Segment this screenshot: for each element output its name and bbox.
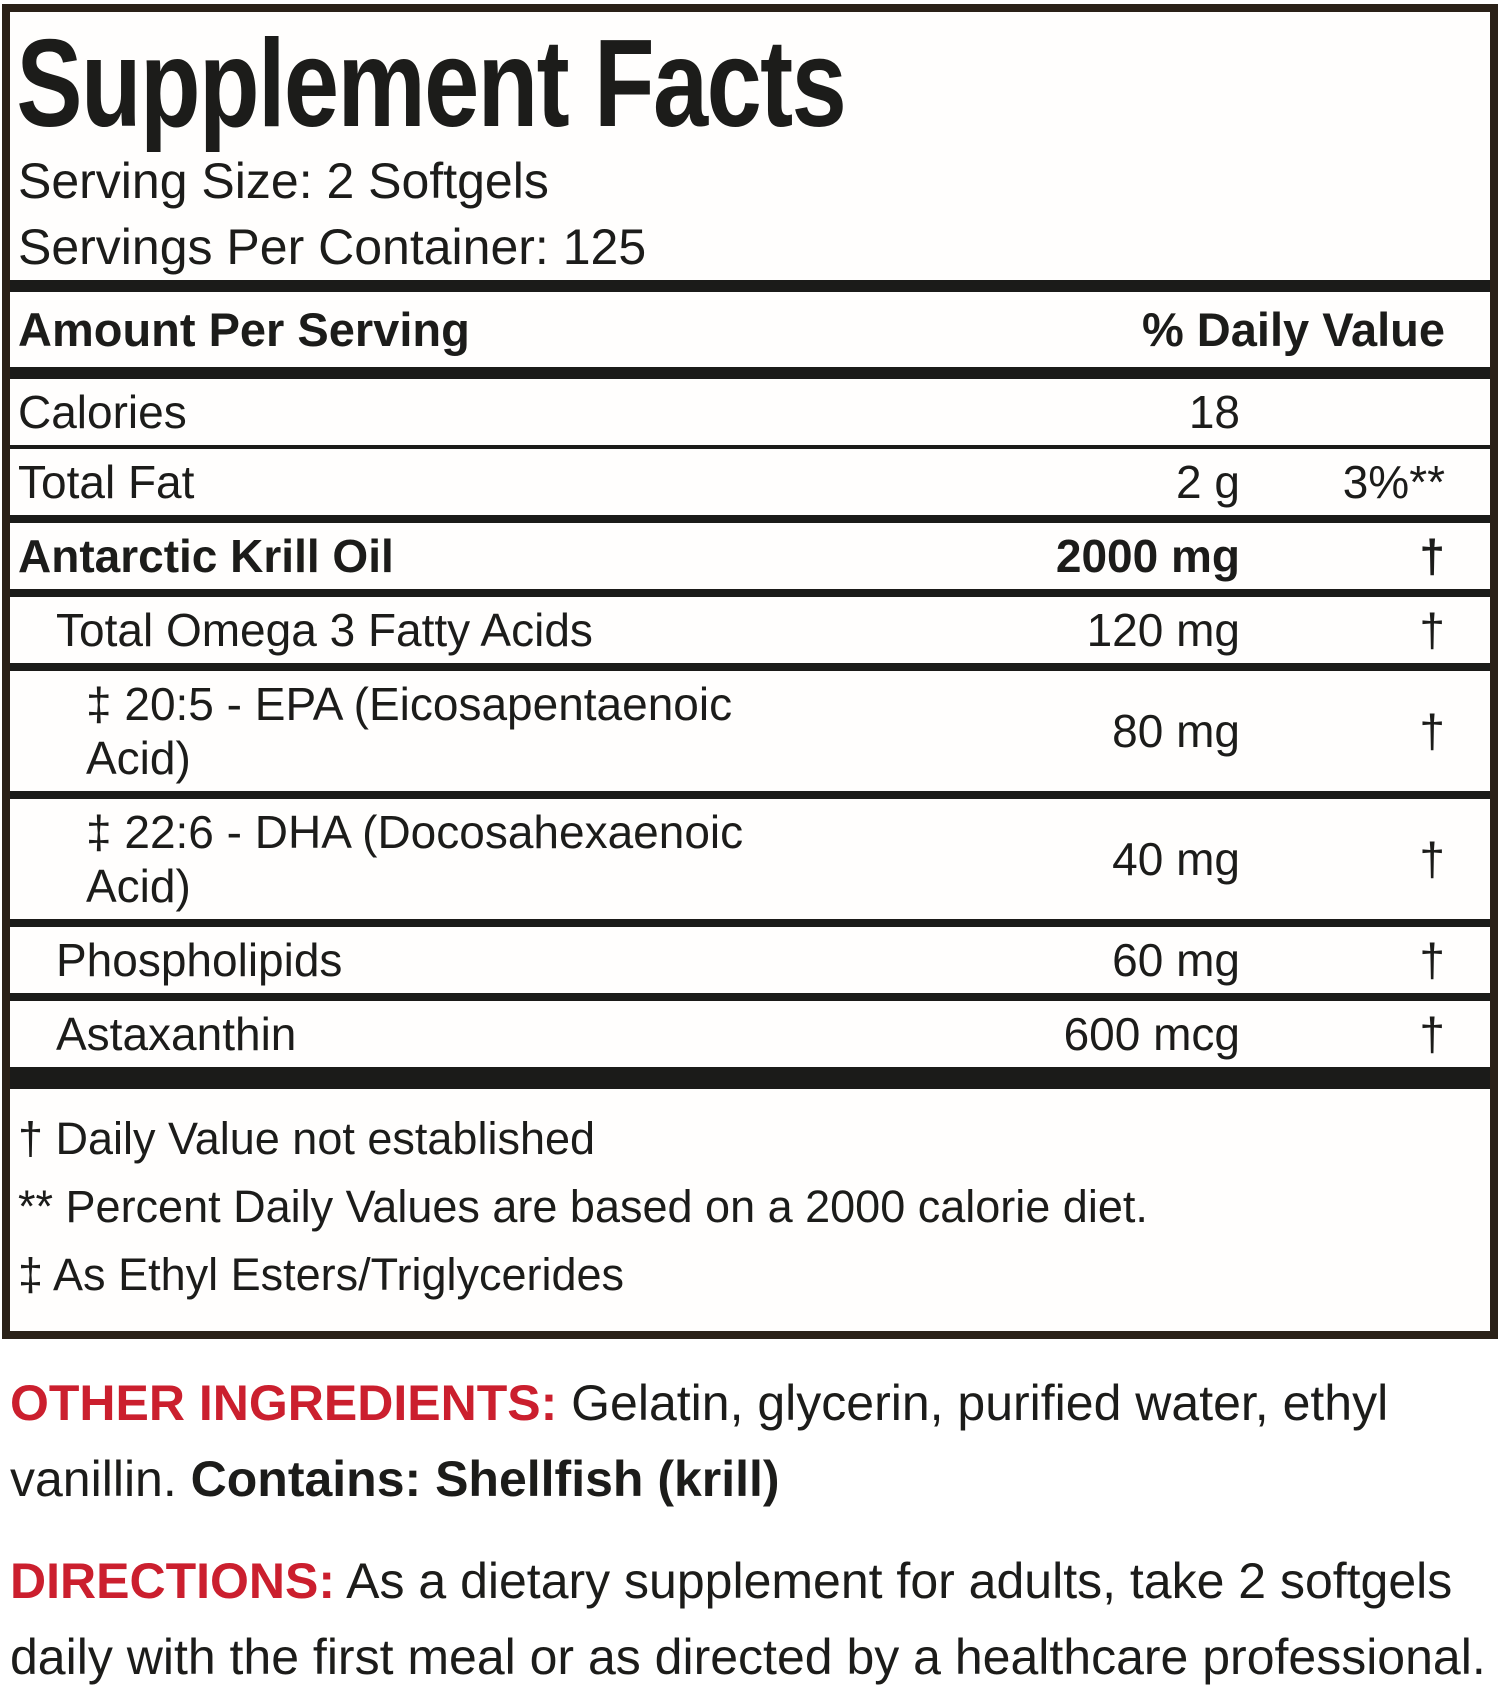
nutrient-daily-value: † <box>1419 833 1445 885</box>
nutrient-daily-value: † <box>1419 705 1445 757</box>
divider-bar-thick <box>10 1067 1490 1089</box>
table-row: Antarctic Krill Oil 2000 mg † <box>10 515 1490 589</box>
other-ingredients-section: OTHER INGREDIENTS: Gelatin, glycerin, pu… <box>10 1365 1486 1517</box>
nutrient-amount: 18 <box>1188 386 1240 438</box>
serving-size: Serving Size: 2 Softgels <box>18 153 549 209</box>
nutrient-name: Total Omega 3 Fatty Acids <box>56 604 593 656</box>
nutrient-name: Astaxanthin <box>56 1008 297 1060</box>
nutrient-name: Total Fat <box>18 456 195 508</box>
directions-label: DIRECTIONS: <box>10 1553 335 1609</box>
table-row: ‡ 20:5 - EPA (Eicosapentaenoic Acid) 80 m… <box>10 663 1490 791</box>
other-ingredients-label: OTHER INGREDIENTS: <box>10 1375 558 1431</box>
nutrient-daily-value: † <box>1419 1008 1445 1060</box>
supplement-facts-panel: Supplement Facts Serving Size: 2 Softgel… <box>2 4 1498 1339</box>
column-header-row: Amount Per Serving % Daily Value <box>10 292 1490 367</box>
footnotes: † Daily Value not established ** Percent … <box>10 1089 1490 1331</box>
contains-statement: Contains: Shellfish (krill) <box>190 1451 780 1507</box>
nutrient-name: Antarctic Krill Oil <box>18 530 394 582</box>
servings-per-container: Servings Per Container: 125 <box>18 219 647 275</box>
nutrient-amount: 40 mg <box>1112 833 1240 885</box>
footnote: † Daily Value not established <box>18 1113 596 1164</box>
table-row: Calories 18 <box>10 379 1490 445</box>
table-row: Total Omega 3 Fatty Acids 120 mg † <box>10 589 1490 663</box>
nutrient-daily-value: 3%** <box>1342 456 1445 508</box>
nutrient-amount: 2 g <box>1176 456 1240 508</box>
nutrient-name: Calories <box>18 386 187 438</box>
nutrient-daily-value: † <box>1419 604 1445 656</box>
nutrient-name: ‡ 22:6 - DHA (Docosahexaenoic Acid) <box>86 806 744 912</box>
footnote: ‡ As Ethyl Esters/Triglycerides <box>18 1249 625 1300</box>
nutrient-amount: 120 mg <box>1086 604 1240 656</box>
panel-title: Supplement Facts <box>16 15 846 153</box>
nutrient-daily-value: † <box>1419 530 1445 582</box>
nutrient-amount: 60 mg <box>1112 934 1240 986</box>
directions-section: DIRECTIONS: As a dietary supplement for … <box>10 1543 1486 1695</box>
column-header-daily-value: % Daily Value <box>1141 303 1445 356</box>
nutrient-amount: 80 mg <box>1112 705 1240 757</box>
table-row: ‡ 22:6 - DHA (Docosahexaenoic Acid) 40 mg… <box>10 791 1490 919</box>
nutrient-amount: 600 mcg <box>1063 1008 1240 1060</box>
table-row: Total Fat 2 g 3%** <box>10 445 1490 515</box>
nutrient-daily-value: † <box>1419 934 1445 986</box>
divider-bar <box>10 367 1490 379</box>
footnote: ** Percent Daily Values are based on a 2… <box>18 1181 1148 1232</box>
nutrient-name: ‡ 20:5 - EPA (Eicosapentaenoic Acid) <box>86 678 733 784</box>
nutrient-rows: Calories 18 Total Fat 2 g 3%** Antarctic Kril… <box>10 379 1490 1067</box>
table-row: Phospholipids 60 mg † <box>10 919 1490 993</box>
column-header-amount-per-serving: Amount Per Serving <box>18 303 470 356</box>
table-row: Astaxanthin 600 mcg † <box>10 993 1490 1067</box>
nutrient-amount: 2000 mg <box>1055 530 1240 582</box>
divider-bar <box>10 280 1490 292</box>
nutrient-name: Phospholipids <box>56 934 343 986</box>
